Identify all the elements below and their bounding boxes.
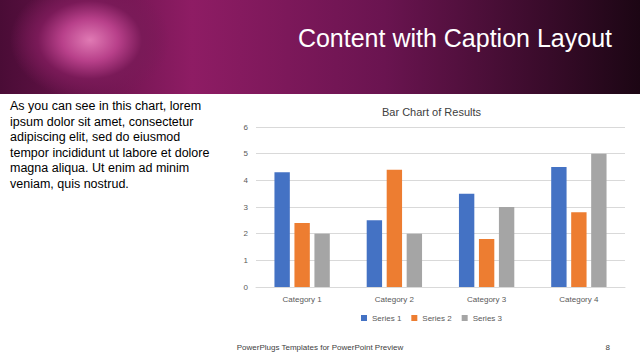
html-text:As you can see in this chart,: As you can see in this chart, lorem ipsu… <box>10 99 210 191</box>
svg-text:Bar Chart of Results: Bar Chart of Results <box>382 106 482 118</box>
html-text:Content with Caption Layout: Content with Caption Layout <box>297 24 612 52</box>
svg-text:Series 1: Series 1 <box>372 314 402 323</box>
svg-text:1: 1 <box>244 256 249 265</box>
svg-text:5: 5 <box>244 149 249 158</box>
svg-text:6: 6 <box>244 123 249 132</box>
svg-text:0: 0 <box>244 283 249 292</box>
svg-text:Series 2: Series 2 <box>422 314 452 323</box>
svg-text:Category 2: Category 2 <box>375 295 415 304</box>
svg-text:Category 1: Category 1 <box>283 295 323 304</box>
svg-text:2: 2 <box>244 229 249 238</box>
svg-text:Category 3: Category 3 <box>467 295 507 304</box>
html-text:8: 8 <box>605 343 610 352</box>
svg-text:4: 4 <box>244 176 249 185</box>
html-text:PowerPlugs Templates for Power: PowerPlugs Templates for PowerPoint Prev… <box>236 343 404 352</box>
svg-text:3: 3 <box>244 203 249 212</box>
svg-text:Series 3: Series 3 <box>473 314 503 323</box>
svg-text:Category 4: Category 4 <box>559 295 599 304</box>
